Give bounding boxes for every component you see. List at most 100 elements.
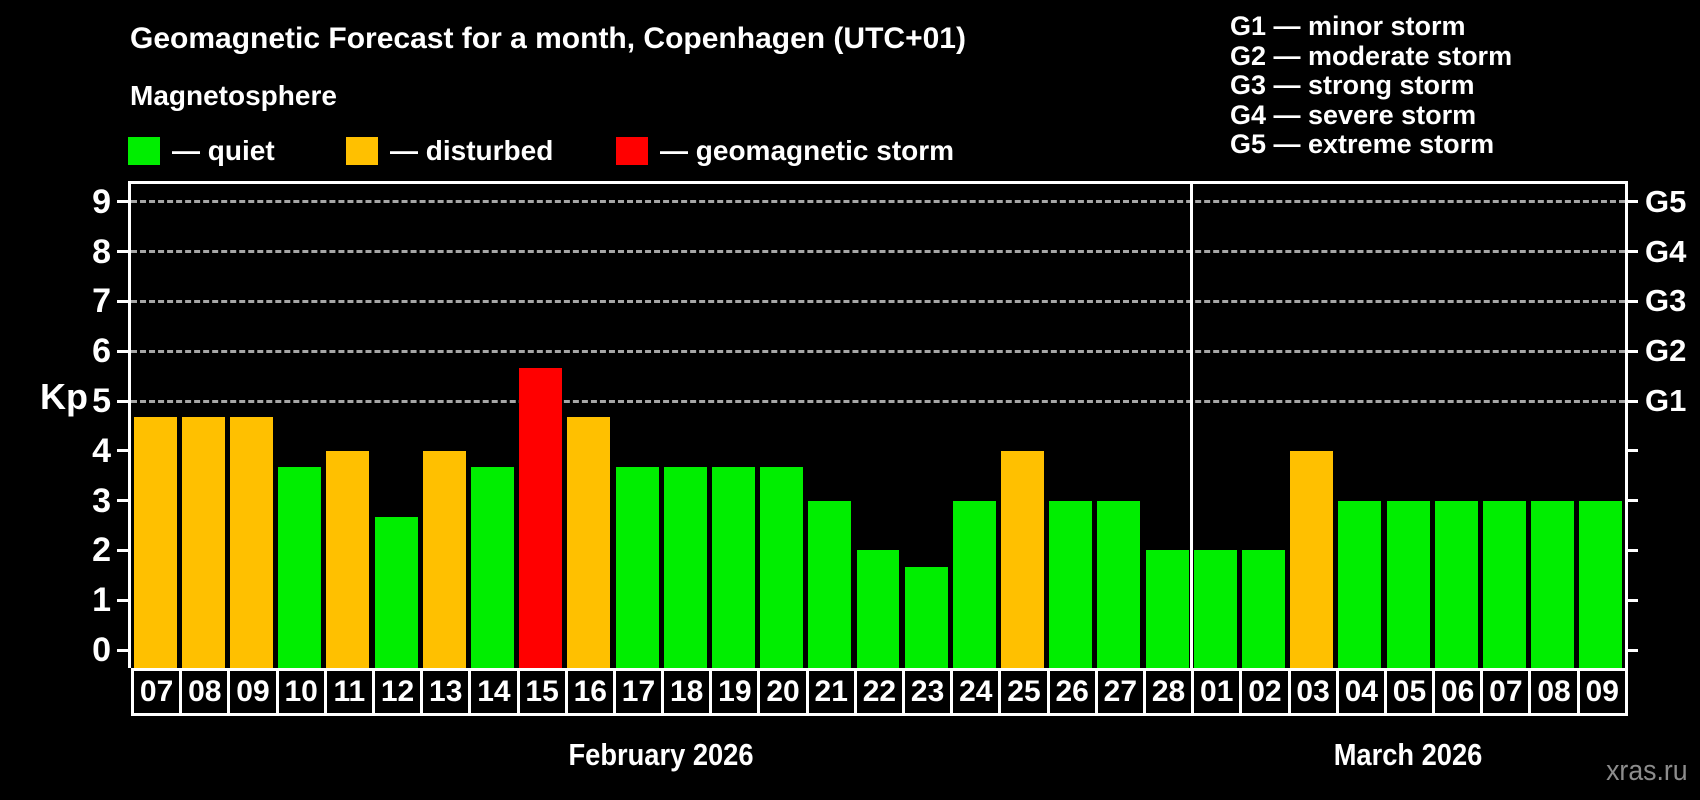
day-cell-09: 09 [227, 668, 279, 716]
day-cell-07: 07 [1480, 668, 1532, 716]
storm-legend-swatch [616, 137, 648, 165]
kp-bar-day-10 [278, 467, 322, 668]
day-cell-23: 23 [902, 668, 954, 716]
g-scale-legend-line: G1 — minor storm [1230, 11, 1466, 41]
gridline-kp-5 [131, 399, 1625, 403]
day-cell-02: 02 [1239, 668, 1291, 716]
plot-area [131, 183, 1625, 668]
kp-bar-day-16 [567, 417, 611, 668]
kp-bar-day-03 [1290, 450, 1334, 668]
day-cell-28: 28 [1142, 668, 1195, 716]
day-cell-01: 01 [1191, 668, 1243, 716]
y-tick-label-8: 8 [92, 232, 111, 271]
kp-bar-day-25 [1001, 450, 1045, 668]
kp-bar-day-07 [1483, 500, 1526, 668]
day-cell-14: 14 [468, 668, 520, 716]
kp-bar-day-09 [229, 417, 273, 668]
kp-bar-day-05 [1386, 500, 1430, 668]
day-cell-12: 12 [371, 668, 424, 716]
kp-bar-day-01 [1193, 550, 1237, 668]
y-tick-label-3: 3 [92, 481, 111, 520]
day-cell-15: 15 [516, 668, 568, 716]
kp-bar-day-14 [470, 467, 514, 668]
day-cell-24: 24 [950, 668, 1002, 716]
kp-bar-day-15 [519, 367, 563, 668]
right-axis-label-g2: G2 [1645, 333, 1687, 369]
day-cell-04: 04 [1335, 668, 1387, 716]
kp-bar-day-07 [133, 417, 177, 668]
storm-legend-label: — geomagnetic storm [660, 135, 955, 166]
y-axis-line [128, 181, 131, 668]
day-cell-10: 10 [275, 668, 327, 716]
day-label-row: 07 08 09 10 11 12 13 14 15 16 17 18 19 20 21 22 23 24 25 26… [131, 668, 1628, 716]
y-tick-label-1: 1 [92, 581, 111, 620]
day-cell-18: 18 [661, 668, 713, 716]
disturbed-legend-label: — disturbed [390, 135, 554, 166]
gridline-kp-9 [131, 200, 1625, 204]
day-cell-16: 16 [564, 668, 616, 716]
day-cell-09: 09 [1576, 668, 1628, 716]
gridline-kp-8 [131, 250, 1625, 254]
month-label-march: March 2026 [1333, 737, 1483, 772]
day-cell-17: 17 [612, 668, 665, 716]
day-cell-26: 26 [1046, 668, 1098, 716]
kp-bar-day-08 [1531, 500, 1575, 668]
day-cell-20: 20 [757, 668, 809, 716]
kp-bar-day-18 [663, 467, 707, 668]
y-tick-label-0: 0 [92, 631, 111, 669]
watermark: xras.ru [1606, 755, 1688, 787]
kp-bar-day-17 [615, 467, 659, 668]
kp-axis-label: Kp [40, 376, 88, 417]
kp-bar-day-13 [422, 450, 466, 668]
kp-bar-day-21 [808, 500, 852, 668]
day-cell-07: 07 [131, 668, 183, 716]
kp-bar-day-02 [1242, 550, 1286, 668]
day-cell-08: 08 [1528, 668, 1580, 716]
chart-title: Geomagnetic Forecast for a month, Copenh… [130, 22, 966, 55]
day-cell-05: 05 [1383, 668, 1436, 716]
month-separator-line [1190, 183, 1193, 668]
kp-bar-day-22 [856, 550, 900, 668]
kp-bar-day-27 [1097, 500, 1141, 668]
month-label-february: February 2026 [568, 737, 754, 772]
kp-bar-day-06 [1434, 500, 1478, 668]
day-cell-21: 21 [805, 668, 857, 716]
kp-bar-day-23 [904, 566, 948, 668]
kp-bar-day-12 [374, 517, 418, 668]
magnetosphere-label: Magnetosphere [130, 80, 337, 111]
kp-bar-day-11 [326, 450, 370, 668]
y-tick-label-6: 6 [92, 332, 111, 371]
gridline-kp-7 [131, 299, 1625, 303]
plot-top-border [128, 181, 1628, 184]
quiet-legend-swatch [128, 137, 160, 165]
day-cell-11: 11 [323, 668, 375, 716]
y-tick-label-4: 4 [92, 431, 111, 470]
right-axis-line [1625, 181, 1628, 668]
g-scale-legend-line: G2 — moderate storm [1230, 40, 1513, 71]
day-cell-22: 22 [853, 668, 905, 716]
right-axis-label-g1: G1 [1645, 383, 1687, 418]
day-cell-06: 06 [1432, 668, 1484, 716]
y-tick-label-2: 2 [92, 531, 111, 570]
y-tick-label-7: 7 [92, 282, 111, 321]
g-scale-legend-line: G3 — strong storm [1230, 70, 1475, 101]
g-scale-legend: G1 — minor storm G2 — moderate storm G3 … [1230, 11, 1513, 160]
disturbed-legend-swatch [346, 137, 378, 165]
quiet-legend-label: — quiet [172, 135, 275, 166]
day-cell-13: 13 [420, 668, 472, 716]
kp-bar-day-08 [181, 417, 225, 668]
y-tick-label-9: 9 [92, 182, 111, 221]
kp-bar-day-24 [952, 500, 996, 668]
g-scale-legend-line: G4 — severe storm [1230, 99, 1477, 130]
kp-bar-day-04 [1338, 500, 1382, 668]
day-cell-08: 08 [179, 668, 231, 716]
gridline-kp-6 [131, 349, 1625, 353]
right-axis-label-g5: G5 [1645, 183, 1687, 219]
right-axis-label-g4: G4 [1645, 233, 1687, 269]
day-cell-25: 25 [998, 668, 1050, 716]
kp-bar-day-20 [760, 467, 804, 668]
kp-bar-day-19 [711, 467, 755, 668]
day-cell-27: 27 [1094, 668, 1146, 716]
day-cell-19: 19 [709, 668, 761, 716]
